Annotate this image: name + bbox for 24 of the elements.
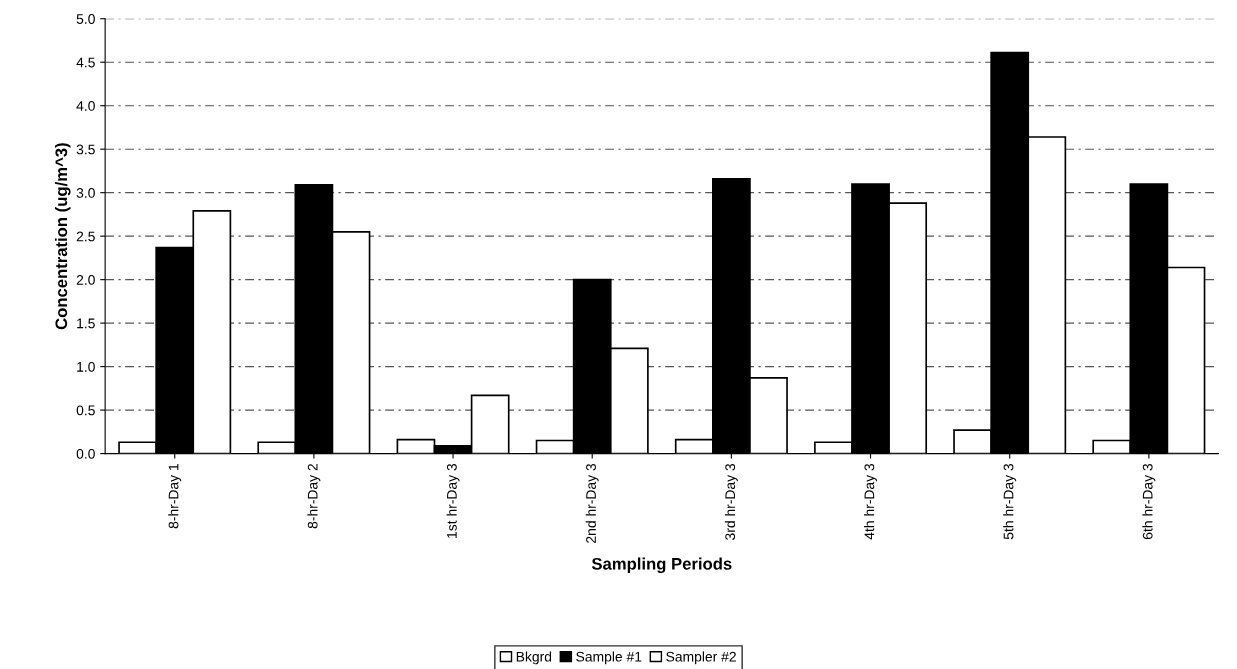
- y-tick-label: 0.0: [76, 448, 95, 459]
- y-tick-label: 4.0: [76, 101, 95, 111]
- y-tick-label: 5.0: [76, 14, 95, 24]
- legend-label: Sampler #2: [666, 651, 736, 665]
- x-axis-title: Sampling Periods: [591, 557, 732, 574]
- x-tick-label: 5th hr-Day 3: [1003, 463, 1017, 540]
- y-tick-label: 1.0: [77, 361, 95, 372]
- y-tick-label: 2.5: [76, 231, 95, 242]
- y-tick-label: 2.0: [76, 274, 95, 285]
- x-tick-label: 3rd hr-Day 3: [724, 463, 738, 540]
- y-tick-label: 1.5: [77, 318, 95, 329]
- y-tick-label: 3.5: [76, 144, 95, 155]
- legend-label: Bkgrd: [516, 651, 552, 665]
- x-tick-label: 8-hr-Day 2: [307, 464, 321, 529]
- x-tick-label: 2nd hr-Day 3: [585, 463, 599, 543]
- x-tick-label: 4th hr-Day 3: [864, 463, 878, 540]
- x-tick-label: 1st hr-Day 3: [446, 463, 460, 538]
- y-tick-label: 0.5: [76, 405, 95, 416]
- y-axis-title: Concentration (ug/m^3): [54, 143, 71, 330]
- y-tick-label: 3.0: [76, 188, 95, 198]
- x-tick-label: 8-hr-Day 1: [168, 463, 182, 529]
- y-tick-label: 4.5: [76, 57, 95, 68]
- x-tick-label: 6th hr-Day 3: [1142, 463, 1156, 540]
- legend-label: Sample #1: [576, 651, 642, 665]
